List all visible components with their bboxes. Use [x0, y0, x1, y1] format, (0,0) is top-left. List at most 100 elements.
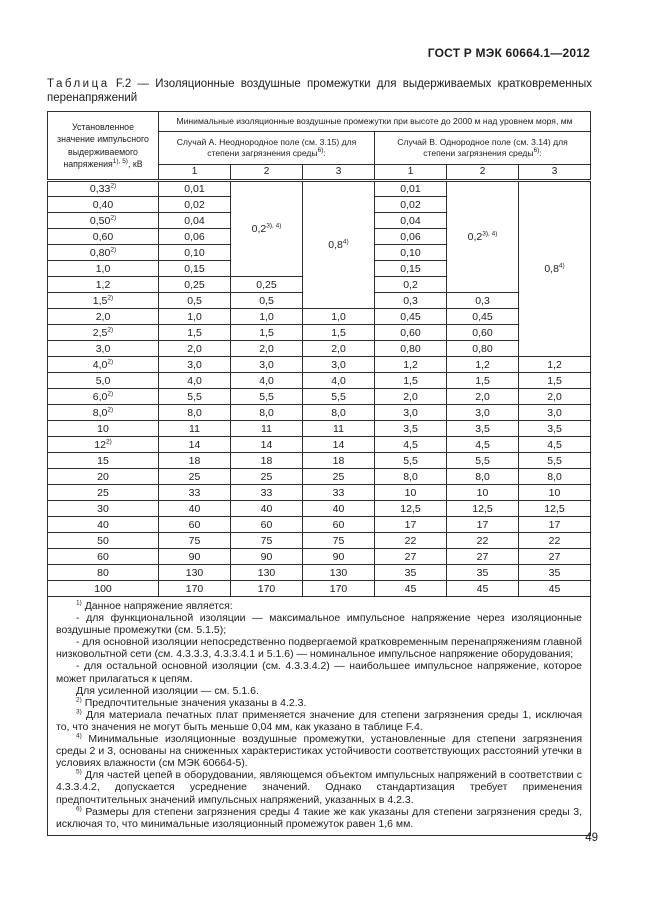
table-cell: 0,60 [374, 324, 447, 341]
table-cell: 4,0 [302, 372, 375, 389]
cell-value: 40 [332, 502, 345, 515]
table-cell: 2,52) [47, 324, 159, 341]
cell-footnote-ref: 4) [558, 262, 565, 270]
table-cell: 90 [302, 548, 375, 565]
cell-value: 1,5 [475, 374, 490, 387]
degree-col-a1: 1 [158, 164, 231, 182]
table-cell: 11 [158, 420, 231, 437]
table-row: 20 25 25 25 8,0 8,0 8,0 [47, 468, 592, 485]
table-cell: 8,0 [302, 404, 375, 421]
cell-value: 0,04 [400, 214, 421, 227]
table-cell: 1,2 [374, 356, 447, 373]
table-cell: 0,60 [47, 228, 159, 245]
cell-value: 45 [548, 582, 561, 595]
main-header-cell: Минимальные изоляционные воздушные проме… [157, 111, 592, 132]
cell-value: 4,5 [403, 438, 418, 451]
footnote-line: Для усиленной изоляции — см. 5.1.6. [76, 684, 259, 697]
cell-value: 1,2 [475, 358, 490, 371]
table-cell: 1,5 [302, 324, 375, 341]
table-cell: 40 [158, 500, 231, 517]
cell-value: 4,0 [331, 374, 346, 387]
table-cell: 0,84) [302, 180, 375, 309]
table-cell: 4,0 [158, 372, 231, 389]
cell-value: 0,02 [400, 198, 421, 211]
table-cell: 122) [47, 436, 159, 453]
cell-value: 2,0 [95, 310, 111, 323]
case-b-colon: : [539, 148, 542, 158]
table-cell: 1,5 [517, 372, 592, 389]
cell-value: 0,25 [256, 278, 277, 291]
cell-value: 8,0 [259, 406, 274, 419]
cell-value: 14 [188, 438, 201, 451]
cell-footnote-ref: 2) [107, 406, 114, 413]
cell-value: 0,2 [467, 231, 483, 243]
table-cell: 130 [302, 564, 375, 581]
table-cell: 0,10 [158, 244, 231, 261]
cell-value: 4,0 [259, 374, 274, 387]
cell-value: 0,06 [400, 230, 421, 243]
cell-value: 0,40 [92, 198, 114, 211]
cell-value: 75 [188, 534, 201, 547]
table-cell: 11 [302, 420, 375, 437]
cell-value: 80 [97, 566, 109, 579]
cell-value: 1,5 [187, 326, 202, 339]
footnote-ref: 6) [76, 805, 82, 813]
table-cell: 2,0 [517, 388, 592, 405]
table-cell: 33 [230, 484, 303, 501]
cell-value: 3,5 [475, 422, 490, 435]
cell-value: 5,5 [187, 390, 202, 403]
table-cell: 2,0 [47, 308, 159, 325]
cell-value: 10 [97, 422, 109, 435]
table-row: 8,02) 8,0 8,0 8,0 3,0 3,0 3,0 [47, 404, 592, 421]
cell-value: 40 [260, 502, 273, 515]
page-number: 49 [585, 832, 598, 844]
cell-footnote-ref: 2) [110, 246, 117, 253]
footnote-ref: 2) [76, 696, 82, 704]
table-cell: 0,23), 4) [446, 180, 519, 293]
table-cell: 35 [446, 564, 519, 581]
cell-value: 12,5 [544, 502, 565, 515]
table-cell: 0,04 [158, 212, 231, 229]
degree-col-a3: 3 [302, 164, 375, 182]
cell-value: 1,2 [403, 358, 418, 371]
table-cell: 10 [446, 484, 519, 501]
table-cell: 12,5 [374, 500, 447, 517]
table-cell: 0,80 [374, 340, 447, 357]
table-cell: 3,0 [374, 404, 447, 421]
cell-value: 4,0 [187, 374, 202, 387]
table-row: 25 33 33 33 10 10 10 [47, 484, 592, 501]
cell-value: 8,0 [547, 470, 562, 483]
table-cell: 5,5 [446, 452, 519, 469]
table-cell: 75 [302, 532, 375, 549]
table-cell: 2,0 [302, 340, 375, 357]
cell-value: 0,15 [184, 262, 205, 275]
table-cell: 22 [517, 532, 592, 549]
table-row: 6,02) 5,5 5,5 5,5 2,0 2,0 2,0 [47, 388, 592, 405]
table-cell: 0,80 [446, 340, 519, 357]
table-cell: 22 [374, 532, 447, 549]
table-row: 15 18 18 18 5,5 5,5 5,5 [47, 452, 592, 469]
table-cell: 1,5 [446, 372, 519, 389]
cell-value: 60 [97, 550, 109, 563]
cell-value: 1,0 [259, 310, 274, 323]
table-cell: 12,5 [517, 500, 592, 517]
footnote-line: 2) Предпочтительные значения указаны в 4… [76, 696, 307, 709]
case-a-colon: : [323, 148, 326, 158]
cell-value: 3,0 [331, 358, 346, 371]
table-cell: 2,0 [446, 388, 519, 405]
case-b-text: Случай В. Однородное поле (см. 3.14) для… [397, 137, 568, 158]
table-cell: 1,5 [230, 324, 303, 341]
table-cell: 170 [158, 580, 231, 597]
table-cell: 1,5 [158, 324, 231, 341]
table-cell: 25 [230, 468, 303, 485]
case-b-sup: 6) [533, 147, 540, 155]
cell-value: 14 [332, 438, 345, 451]
table-row: 80 130 130 130 35 35 35 [47, 564, 592, 581]
table-cell: 0,15 [374, 260, 447, 277]
cell-value: 5,0 [95, 374, 111, 387]
table-cell: 12,5 [446, 500, 519, 517]
cell-value: 33 [260, 486, 273, 499]
table-cell: 27 [517, 548, 592, 565]
case-a-header: Случай А. Неоднородное поле (см. 3.15) д… [158, 131, 375, 165]
